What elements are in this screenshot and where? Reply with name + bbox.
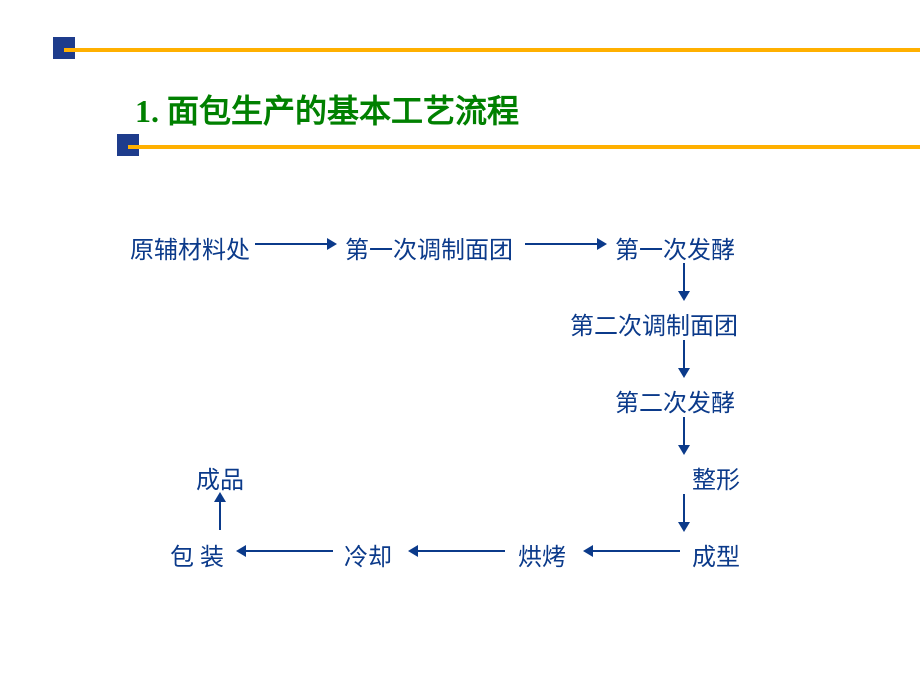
flow-arrow [683, 494, 685, 530]
flow-arrow [410, 550, 505, 552]
flow-arrow [255, 243, 335, 245]
node-raw-material: 原辅材料处 [130, 230, 250, 265]
page-title: 1. 面包生产的基本工艺流程 [135, 86, 519, 132]
node-first-ferment: 第一次发酵 [615, 230, 735, 265]
title-line-top [64, 48, 920, 52]
flow-arrow [683, 417, 685, 453]
flow-arrow [585, 550, 680, 552]
title-line-bottom [128, 145, 920, 149]
flow-arrow [525, 243, 605, 245]
node-product: 成品 [196, 460, 244, 495]
flow-arrow [683, 263, 685, 299]
node-second-ferment: 第二次发酵 [615, 383, 735, 418]
node-cooling: 冷却 [344, 537, 392, 572]
node-molding: 成型 [692, 537, 740, 572]
node-packaging: 包装 [170, 537, 230, 572]
node-shaping: 整形 [692, 460, 740, 495]
flow-arrow [683, 340, 685, 376]
node-first-mix: 第一次调制面团 [345, 230, 513, 265]
node-second-mix: 第二次调制面团 [570, 306, 738, 341]
flow-arrow [238, 550, 333, 552]
flow-arrow [219, 494, 221, 530]
node-baking: 烘烤 [518, 537, 566, 572]
